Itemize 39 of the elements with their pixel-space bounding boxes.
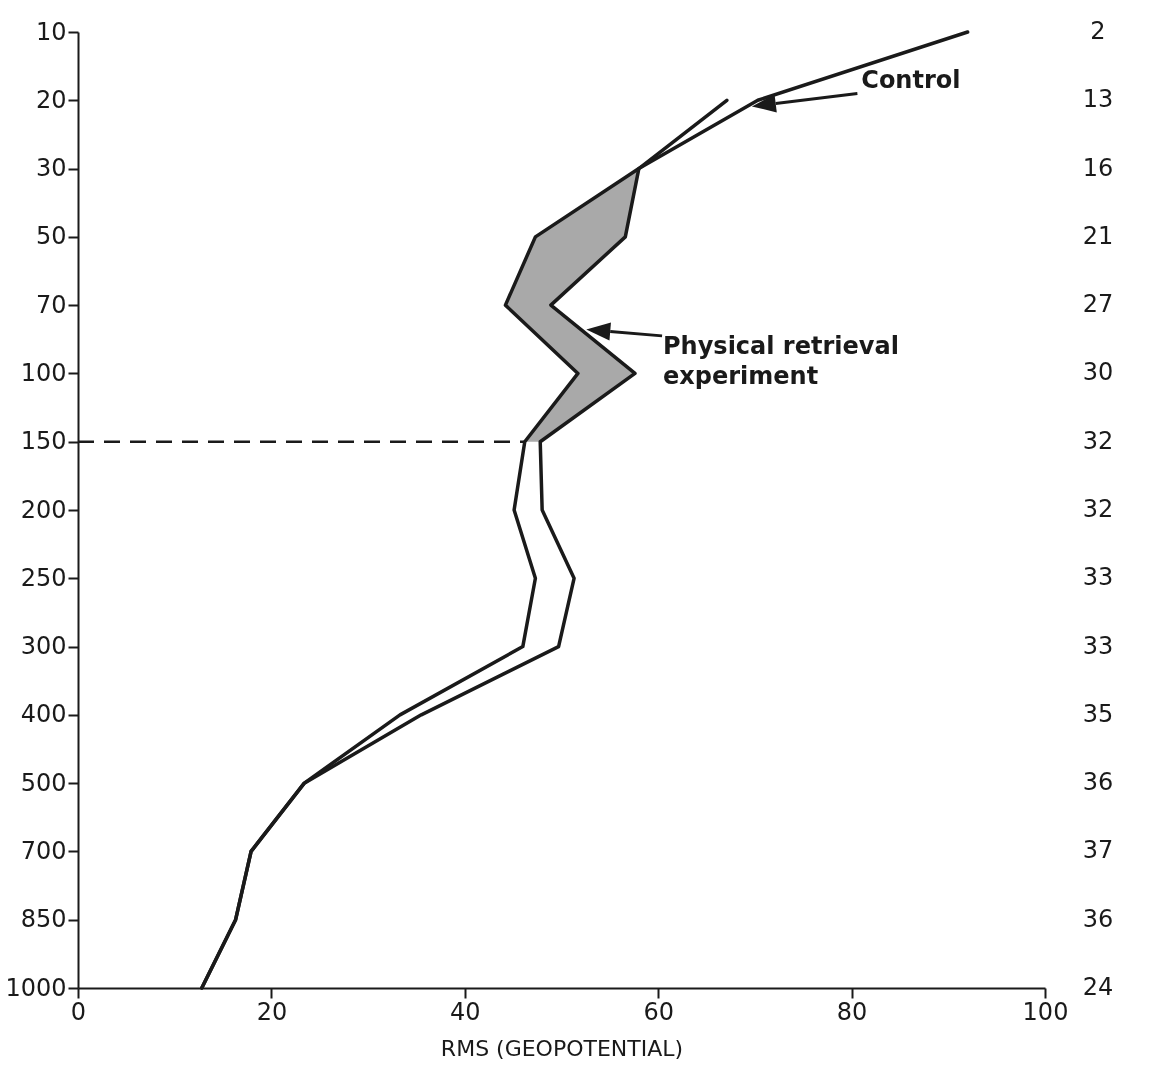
- y-tick-label: 10: [35, 17, 67, 46]
- text: 16: [1082, 153, 1114, 182]
- text: 36: [1082, 904, 1114, 933]
- text: 2: [1090, 17, 1106, 45]
- y-tick-label: 150: [20, 427, 67, 456]
- y-tick-label: 850: [20, 905, 67, 934]
- text: 27: [1082, 290, 1114, 319]
- text: 32: [1082, 426, 1114, 455]
- y-tick-label: 300: [20, 632, 67, 661]
- text: 35: [1082, 699, 1114, 728]
- text: 33: [1082, 631, 1114, 660]
- x-tick-label: 100: [1022, 997, 1069, 1026]
- x-axis-title: RMS (GEOPOTENTIAL): [440, 1035, 684, 1061]
- text: 30: [1082, 358, 1114, 387]
- text: 36: [1082, 768, 1114, 797]
- text: 33: [1082, 563, 1114, 592]
- y-tick-label: 20: [35, 85, 67, 114]
- x-tick-label: 60: [643, 997, 674, 1026]
- y-tick-label: 400: [20, 700, 67, 729]
- y-tick-label: 250: [20, 563, 67, 592]
- series-label: Control: [861, 66, 961, 95]
- y-tick-label: 700: [20, 836, 67, 865]
- text: 21: [1082, 221, 1114, 250]
- y-tick-label: 200: [20, 495, 67, 524]
- x-tick-label: 40: [450, 997, 481, 1026]
- text: 37: [1082, 836, 1114, 865]
- y-tick-label: 100: [20, 358, 67, 387]
- x-tick-label: 0: [70, 997, 87, 1026]
- text: 24: [1082, 973, 1114, 1001]
- y-tick-label: 500: [20, 768, 67, 797]
- x-tick-label: 20: [256, 997, 288, 1026]
- y-tick-label: 50: [35, 222, 67, 251]
- legend-label: Physical retrieval experiment: [663, 332, 899, 391]
- x-tick-label: 80: [836, 997, 868, 1026]
- text: 32: [1082, 495, 1114, 523]
- text: 13: [1082, 85, 1114, 114]
- y-tick-label: 70: [35, 290, 67, 319]
- y-tick-label: 1000: [5, 973, 67, 1002]
- y-tick-label: 30: [35, 154, 67, 183]
